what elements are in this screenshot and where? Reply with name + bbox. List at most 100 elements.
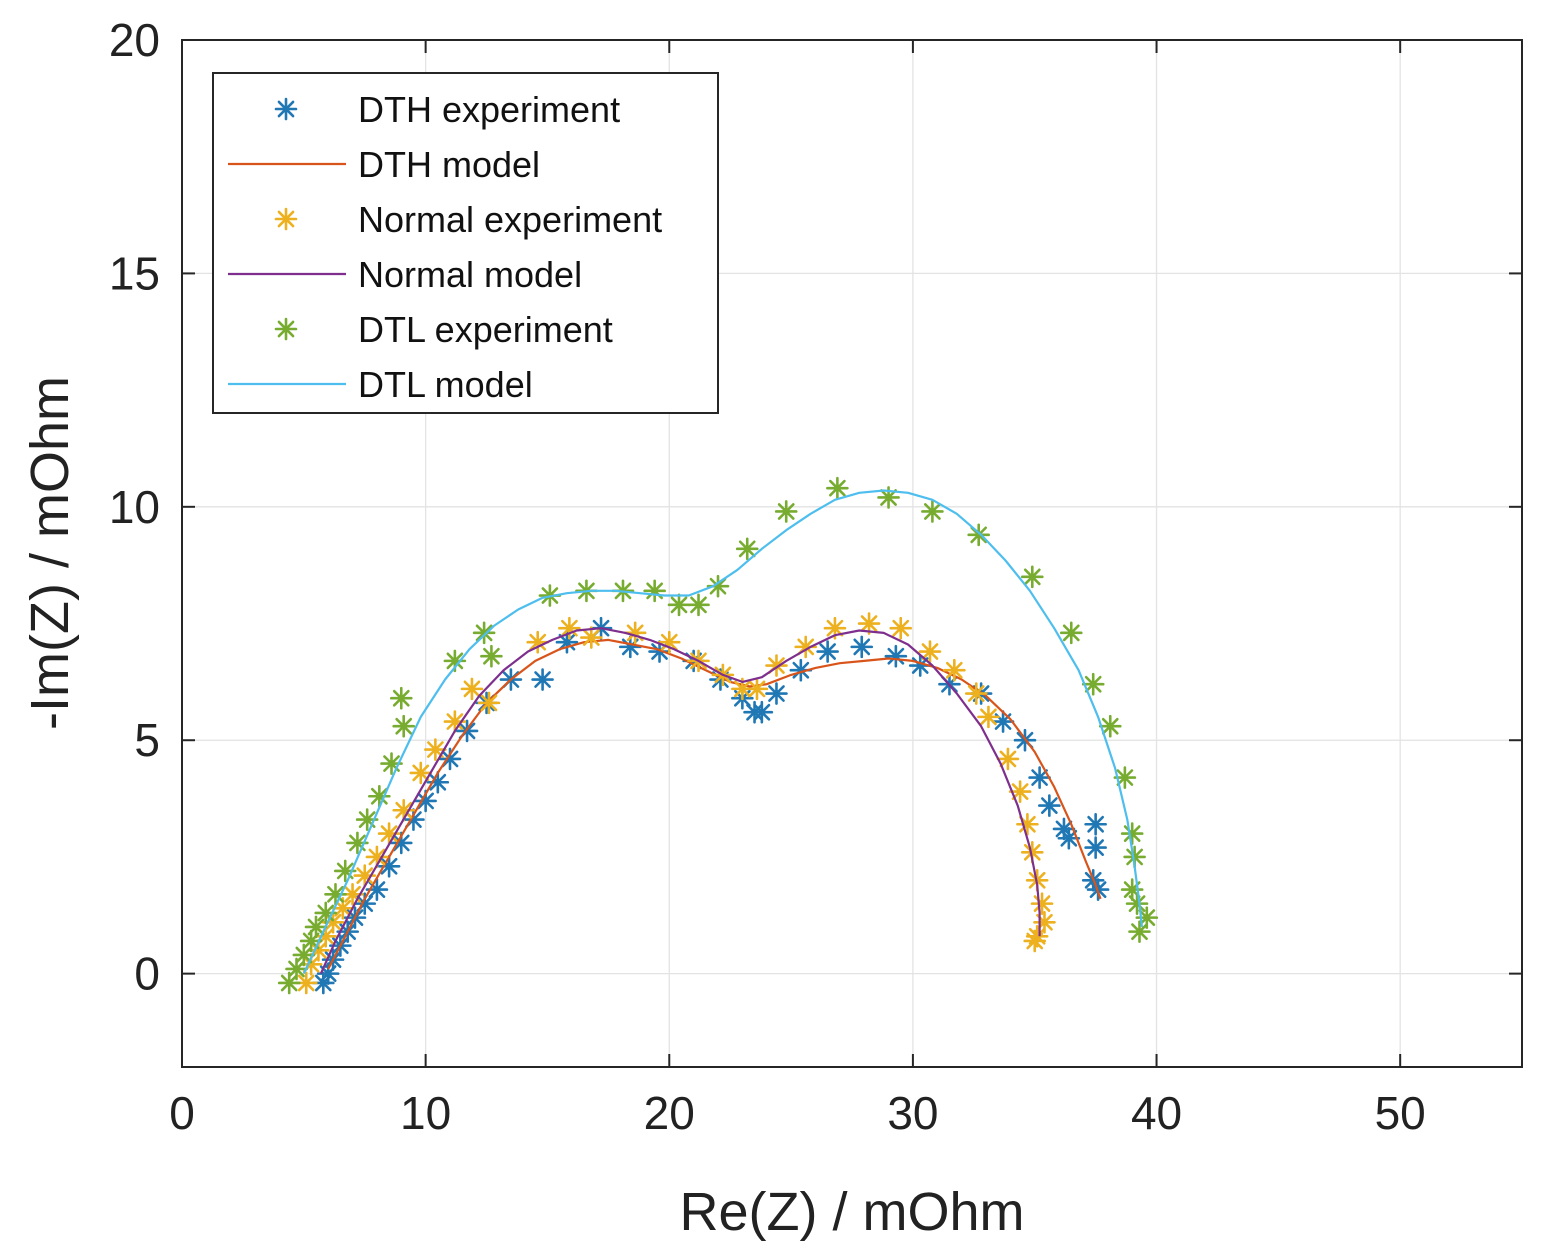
dth-model-line	[327, 638, 1102, 970]
normal-experiment-point	[580, 626, 603, 649]
x-tick-label: 40	[1131, 1087, 1182, 1139]
legend-entry-normal-experiment: Normal experiment	[274, 199, 662, 240]
normal-experiment-point	[623, 621, 647, 645]
normal-experiment-point	[1023, 929, 1047, 953]
normal-experiment-point	[424, 738, 447, 761]
dtl-experiment-point	[292, 943, 316, 967]
dtl-experiment-point	[277, 971, 301, 995]
dtl-experiment-point	[877, 486, 900, 509]
dtl-model-series	[302, 489, 1143, 975]
legend: DTH experiment DTH model Normal experiment…	[212, 72, 719, 414]
dtl-experiment-point	[392, 714, 416, 738]
legend-label: DTH experiment	[358, 89, 620, 130]
dtl-experiment-point	[1113, 766, 1137, 789]
normal-experiment-point	[657, 630, 681, 654]
dth-experiment-point	[618, 635, 642, 659]
normal-experiment-point	[443, 710, 467, 733]
dtl-experiment-point	[333, 859, 357, 883]
x-tick-label: 50	[1375, 1087, 1426, 1139]
normal-model-series	[319, 627, 1041, 975]
normal-experiment-point	[558, 616, 581, 640]
dtl-experiment-point	[667, 593, 691, 617]
y-tick-label: 10	[109, 481, 160, 533]
dtl-experiment-point	[826, 476, 849, 500]
dth-experiment-point	[1057, 826, 1081, 850]
dtl-experiment-point	[480, 644, 503, 668]
normal-experiment-point	[1020, 840, 1044, 864]
dtl-experiment-point	[324, 882, 347, 906]
dtl-experiment-point	[1120, 822, 1144, 845]
dtl-model-line	[302, 489, 1143, 975]
dth-experiment-point	[850, 635, 874, 659]
dtl-experiment-point	[389, 686, 413, 710]
dtl-experiment-point	[967, 523, 990, 547]
y-tick-label: 0	[134, 948, 160, 1000]
legend-marker-swatch	[274, 317, 298, 341]
dth-experiment-point	[1038, 794, 1061, 817]
normal-experiment-point	[294, 971, 318, 995]
normal-experiment-point	[477, 691, 501, 715]
normal-experiment-point	[409, 761, 433, 785]
dtl-experiment-point	[1120, 878, 1144, 901]
normal-experiment-point	[392, 798, 416, 822]
dtl-experiment-point	[346, 831, 369, 855]
x-tick-label: 30	[887, 1087, 938, 1139]
legend-label: Normal model	[358, 254, 582, 295]
dtl-experiment-point	[472, 621, 496, 645]
dth-experiment-point	[365, 878, 389, 901]
normal-experiment-point	[857, 612, 881, 635]
normal-experiment-point	[1033, 910, 1056, 934]
dth-experiment-point	[816, 640, 839, 663]
dtl-experiment-point	[355, 808, 379, 831]
normal-experiment-point	[977, 705, 1000, 729]
normal-experiment-point	[765, 654, 788, 677]
dtl-experiment-point	[735, 537, 759, 561]
normal-experiment-point	[299, 953, 323, 976]
dth-experiment-point	[316, 962, 340, 985]
x-axis-label: Re(Z) / mOhm	[680, 1182, 1025, 1242]
dtl-experiment-point	[1081, 672, 1105, 696]
legend-entry-normal-model: Normal model	[228, 254, 582, 295]
dth-experiment-point	[414, 789, 437, 813]
x-tick-label: 0	[169, 1087, 195, 1139]
legend-label: Normal experiment	[358, 199, 662, 240]
legend-entry-dth-experiment: DTH experiment	[274, 89, 620, 130]
y-axis-label: -Im(Z) / mOhm	[20, 376, 80, 730]
dtl-experiment-point	[1123, 845, 1146, 869]
dth-experiment-point	[402, 808, 425, 831]
series-layer	[277, 476, 1159, 995]
legend-marker-swatch	[274, 207, 298, 231]
dtl-experiment-point	[706, 574, 730, 598]
legend-entry-dth-model: DTH model	[228, 144, 540, 185]
dtl-experiment-point	[1098, 714, 1122, 738]
normal-experiment-point	[889, 616, 913, 640]
dth-experiment-point	[789, 658, 813, 682]
legend-entry-dtl-model: DTL model	[228, 364, 533, 405]
dth-experiment-point	[438, 747, 462, 771]
dtl-experiment-point	[1125, 892, 1149, 915]
dth-experiment-point	[1084, 812, 1107, 836]
normal-experiment-point	[1016, 812, 1039, 836]
dtl-experiment-point	[1020, 565, 1044, 589]
dtl-experiment-point	[921, 500, 944, 523]
y-tick-label: 5	[134, 714, 160, 766]
dtl-experiment-point	[687, 593, 710, 617]
dtl-experiment-point	[1059, 621, 1083, 645]
dtl-experiment-point	[299, 929, 323, 953]
dth-experiment-point	[765, 682, 788, 705]
dtl-experiment-point	[285, 957, 308, 981]
dth-experiment-point	[991, 710, 1015, 733]
dtl-experiment-point	[643, 579, 666, 603]
dtl-experiment-point	[304, 915, 328, 939]
legend-label: DTL model	[358, 364, 533, 405]
normal-experiment-point	[964, 682, 988, 705]
dth-experiment-point	[389, 831, 413, 855]
normal-experiment-point	[377, 822, 401, 845]
plot-frame	[181, 39, 1523, 1068]
normal-experiment-point	[794, 635, 818, 659]
normal-experiment-point	[996, 747, 1020, 771]
dtl-experiment-point	[314, 901, 338, 925]
normal-experiment-point	[745, 677, 769, 701]
normal-experiment-point	[943, 658, 966, 682]
